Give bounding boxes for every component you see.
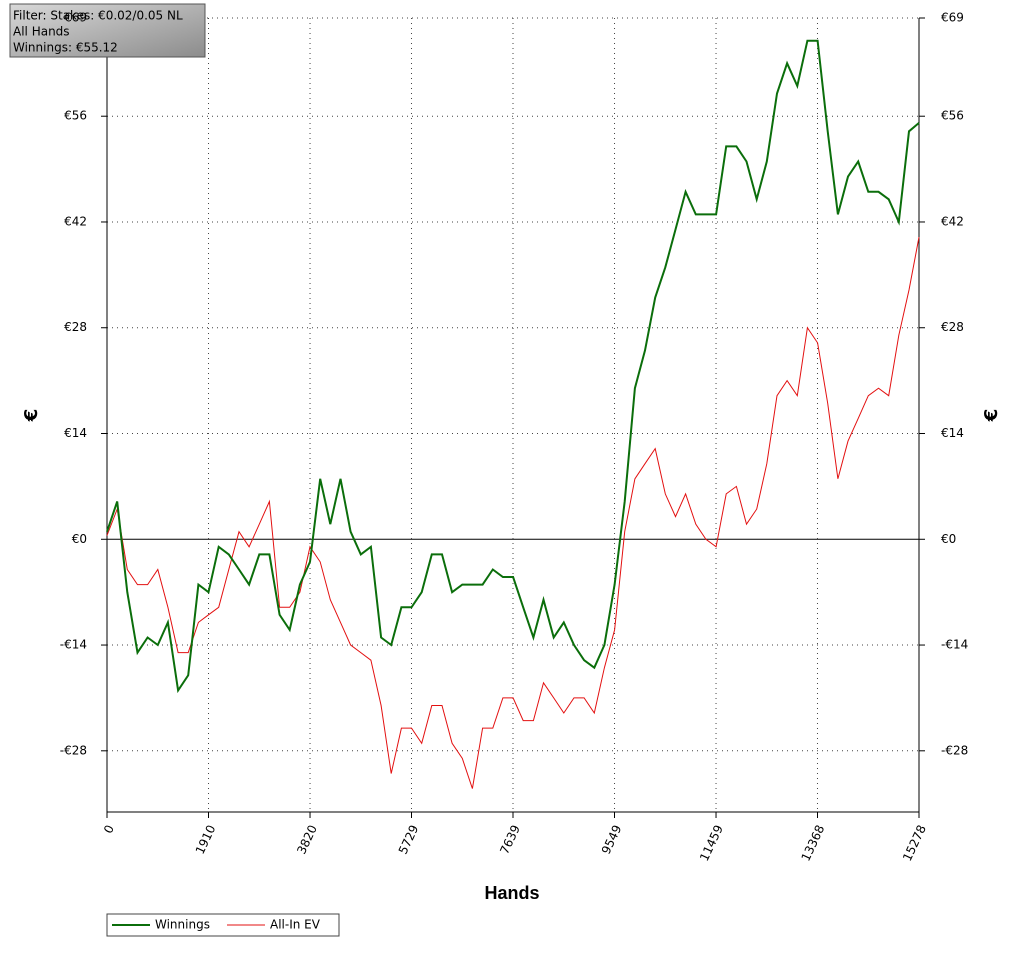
y-tick-label: €14	[64, 426, 87, 440]
y-tick-label: €56	[64, 109, 87, 123]
series-line	[106, 39, 920, 694]
y2-tick-label: €14	[941, 426, 964, 440]
y-tick-label: €0	[72, 532, 87, 546]
y2-tick-label: €28	[941, 320, 964, 334]
y2-tick-label: €42	[941, 214, 964, 228]
info-box	[9, 3, 206, 58]
x-axis-title: Hands	[484, 883, 539, 903]
y-tick-label: -€28	[60, 743, 87, 757]
y-axis-title: €	[21, 409, 42, 423]
y-tick-label: -€14	[60, 638, 87, 652]
y-tick-label: €42	[64, 214, 87, 228]
y2-tick-label: -€28	[941, 743, 968, 757]
series-line	[106, 237, 920, 789]
y2-axis-title: €	[981, 409, 1002, 423]
info-line: All Hands	[13, 25, 70, 39]
y2-tick-label: -€14	[941, 638, 968, 652]
y-tick-label: €28	[64, 320, 87, 334]
y-tick-label: €69	[64, 11, 87, 25]
info-line: Filter: Stakes: €0.02/0.05 NL	[13, 9, 183, 23]
info-line: Winnings: €55.12	[13, 41, 118, 55]
y2-tick-label: €56	[941, 109, 964, 123]
legend-label: All-In EV	[270, 918, 321, 932]
y2-tick-label: €69	[941, 11, 964, 25]
y2-tick-label: €0	[941, 532, 956, 546]
legend-items: Winnings All-In EV	[112, 918, 321, 932]
legend	[106, 913, 340, 937]
legend-label: Winnings	[155, 918, 210, 932]
